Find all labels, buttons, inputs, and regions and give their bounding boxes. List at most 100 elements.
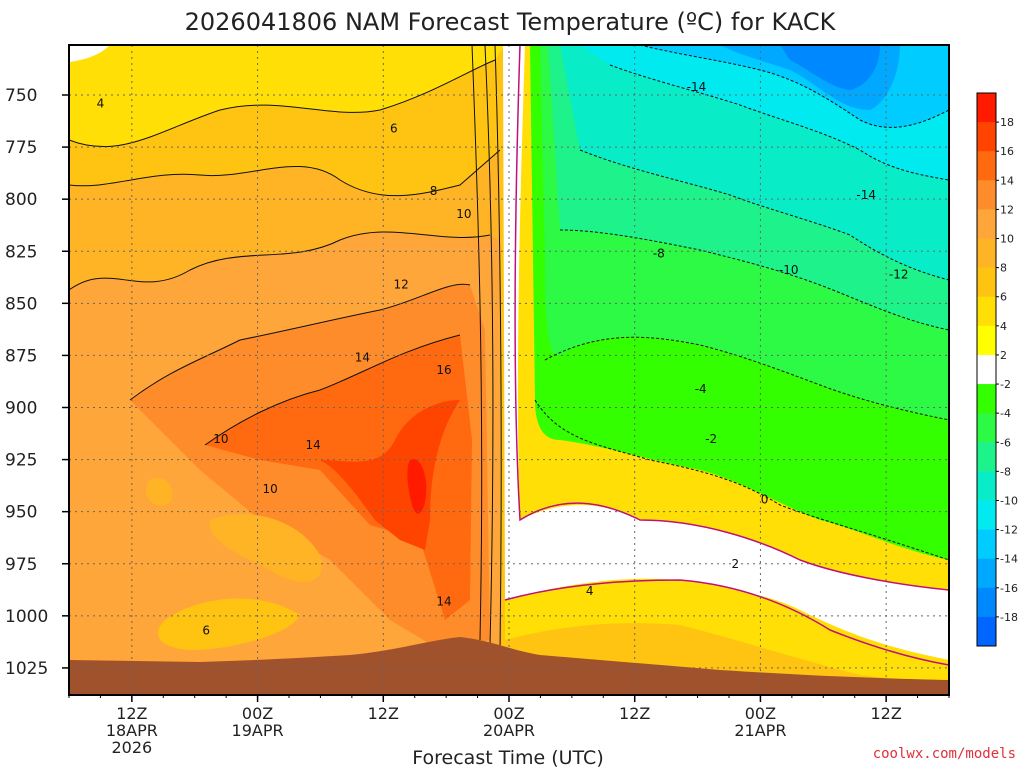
freezing-line bbox=[504, 45, 949, 666]
colorbar-frame bbox=[976, 92, 997, 647]
x-tick-label: 21APR bbox=[734, 721, 786, 740]
colorbar-tick-label: 8 bbox=[1000, 262, 1007, 275]
y-tick-label: 975 bbox=[5, 555, 37, 575]
colorbar-tick-label: 4 bbox=[1000, 320, 1007, 333]
pocket-6 bbox=[158, 598, 300, 650]
grid bbox=[69, 45, 949, 695]
colorbar-tick-label: -6 bbox=[1000, 436, 1011, 449]
y-tick-label: 800 bbox=[5, 190, 37, 210]
colorbar-swatch bbox=[977, 442, 996, 472]
colorbar-tick-label: 18 bbox=[1000, 116, 1014, 129]
y-tick-label: 1025 bbox=[5, 659, 48, 679]
x-tick-label: 19APR bbox=[232, 721, 284, 740]
colorbar-tick-label: -12 bbox=[1000, 524, 1018, 537]
x-tick-label: 00Z bbox=[745, 704, 776, 723]
contour-label: 14 bbox=[355, 351, 370, 365]
band-14 bbox=[205, 335, 472, 620]
colorbar-swatch bbox=[977, 151, 996, 181]
colorbar-tick-label: -16 bbox=[1000, 582, 1018, 595]
colorbar-swatch bbox=[977, 296, 996, 327]
colorbar-swatch bbox=[977, 529, 996, 560]
contour-label: 4 bbox=[97, 96, 105, 110]
colorbar-swatch bbox=[977, 267, 996, 298]
contour-label: -12 bbox=[889, 267, 909, 281]
y-tick-label: 850 bbox=[5, 294, 37, 314]
colorbar-swatch bbox=[977, 384, 996, 414]
y-tick-label: 950 bbox=[5, 503, 37, 523]
contour-label: 0 bbox=[761, 492, 769, 506]
contour-label: -10 bbox=[779, 263, 799, 277]
band-minus18 bbox=[780, 45, 880, 90]
x-tick-label: 18APR bbox=[106, 721, 158, 740]
contour-label: -8 bbox=[653, 246, 665, 260]
colorbar: 18 16 14 12 10 8 6 4 2 -2 -4 -6 -8 -10 -12 -14 -16 -18 bbox=[976, 92, 1018, 647]
colorbar-tick-label: -10 bbox=[1000, 494, 1018, 507]
contour-label: -14 bbox=[856, 188, 876, 202]
band-16 bbox=[320, 400, 460, 550]
colorbar-swatch bbox=[977, 500, 996, 531]
credit-text: coolwx.com/models bbox=[873, 746, 1016, 762]
band-minus2 bbox=[503, 45, 949, 660]
x-tick-label: 00Z bbox=[242, 704, 273, 723]
y-tick-label: 775 bbox=[5, 138, 37, 158]
colorbar-swatch bbox=[977, 93, 996, 123]
colorbar-swatch bbox=[977, 558, 996, 589]
band-18 bbox=[407, 459, 427, 514]
x-tick-label: 2026 bbox=[111, 738, 152, 757]
contour-label: -4 bbox=[695, 382, 707, 396]
contour-label: 4 bbox=[586, 584, 594, 598]
y-tick-label: 1000 bbox=[5, 607, 48, 627]
chart-title: 2026041806 NAM Forecast Temperature (ºC)… bbox=[185, 8, 837, 36]
colorbar-swatch bbox=[977, 354, 996, 385]
y-tick-label: 875 bbox=[5, 346, 37, 366]
contour-labels: 4 6 8 10 12 14 16 10 14 10 6 14 -14 -14 -10 -12 -8 -4 -2 0 2… bbox=[97, 80, 909, 638]
colorbar-swatch bbox=[977, 471, 996, 501]
colorbar-tick-label: 10 bbox=[1000, 233, 1014, 246]
contour-label: 6 bbox=[390, 121, 398, 135]
contour-label: 10 bbox=[213, 432, 228, 446]
colorbar-tick-label: -2 bbox=[1000, 378, 1011, 391]
y-tick-label: 900 bbox=[5, 399, 37, 419]
colorbar-swatch bbox=[977, 587, 996, 618]
y-tick-label: 750 bbox=[5, 86, 37, 106]
contour-label: -14 bbox=[687, 80, 707, 94]
contour-label: 14 bbox=[305, 438, 320, 452]
contour-label: 10 bbox=[456, 207, 471, 221]
y-tick-label: 825 bbox=[5, 242, 37, 262]
colorbar-swatch bbox=[977, 616, 996, 647]
y-axis: 750 775 800 825 850 875 900 925 950 975 1000 1025 bbox=[5, 86, 69, 679]
colorbar-tick-label: 2 bbox=[1000, 349, 1007, 362]
colorbar-tick-label: 12 bbox=[1000, 203, 1014, 216]
temperature-field bbox=[69, 45, 949, 695]
x-tick-label: 12Z bbox=[619, 704, 650, 723]
y-tick-label: 925 bbox=[5, 451, 37, 471]
x-tick-label: 00Z bbox=[493, 704, 524, 723]
colorbar-swatch bbox=[977, 180, 996, 210]
contour-label: 6 bbox=[202, 624, 210, 638]
colorbar-swatch bbox=[977, 325, 996, 356]
colorbar-tick-label: -4 bbox=[1000, 407, 1011, 420]
colorbar-swatch bbox=[977, 122, 996, 152]
contour-label: 2 bbox=[731, 557, 739, 571]
negative-contours bbox=[534, 45, 949, 561]
terrain bbox=[69, 637, 949, 695]
contour-label: -2 bbox=[705, 432, 717, 446]
x-tick-label: 12Z bbox=[116, 704, 147, 723]
x-axis-label: Forecast Time (UTC) bbox=[412, 747, 603, 768]
x-tick-label: 12Z bbox=[368, 704, 399, 723]
pocket-8-a bbox=[145, 477, 173, 506]
colorbar-tick-label: 6 bbox=[1000, 291, 1007, 304]
colorbar-tick-label: 14 bbox=[1000, 174, 1014, 187]
pocket-2 bbox=[69, 45, 110, 62]
colorbar-swatch bbox=[977, 209, 996, 240]
colorbar-tick-label: -8 bbox=[1000, 465, 1011, 478]
contour-lines bbox=[69, 45, 502, 651]
pocket-8-b bbox=[209, 514, 322, 582]
contour-label: 12 bbox=[393, 278, 408, 292]
colorbar-swatch bbox=[977, 413, 996, 443]
colorbar-tick-label: 16 bbox=[1000, 145, 1014, 158]
contour-label: 8 bbox=[430, 184, 438, 198]
contour-label: 16 bbox=[436, 363, 451, 377]
